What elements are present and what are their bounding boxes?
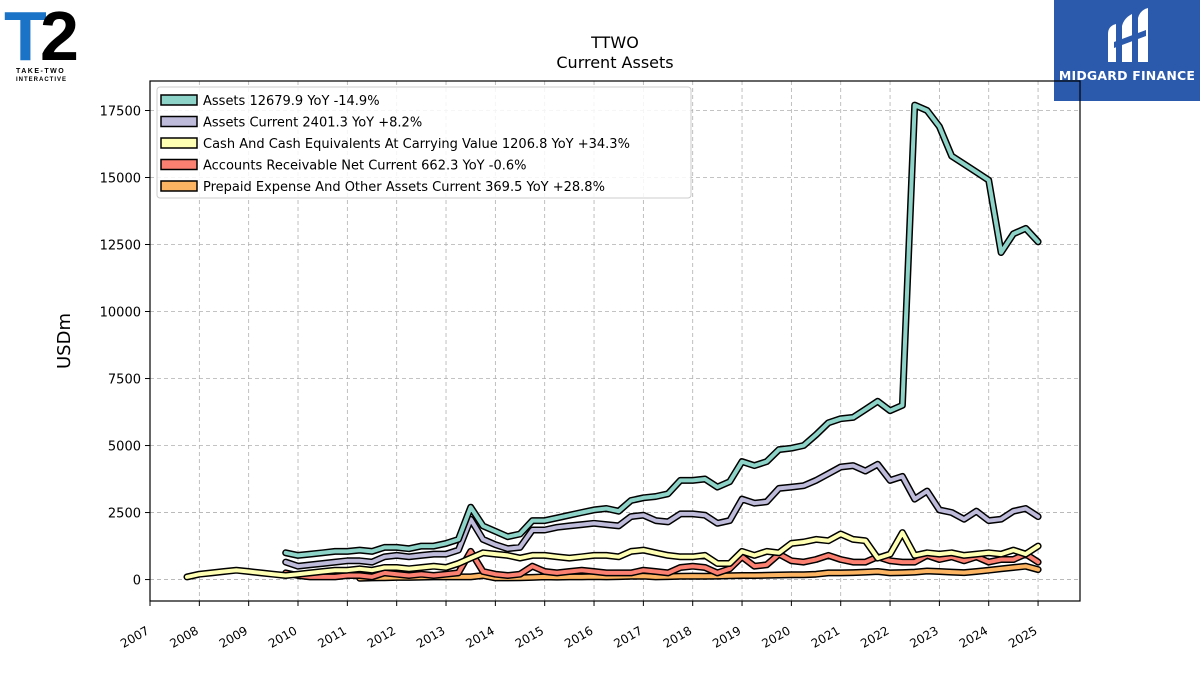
x-tick-label: 2023: [907, 623, 940, 650]
y-tick-label: 2500: [108, 507, 141, 522]
y-tick-label: 5000: [108, 440, 141, 455]
x-tick-label: 2010: [266, 623, 299, 650]
chart-subtitle: Current Assets: [556, 53, 673, 72]
y-tick-label: 0: [133, 574, 141, 589]
x-axis-ticks: 2007 2008 2009 2010 2011 2012 2013 2014 2015 2016…: [118, 601, 1040, 651]
x-tick-label: 2007: [118, 623, 151, 650]
y-tick-label: 7500: [108, 373, 141, 388]
y-tick-label: 12500: [100, 239, 141, 254]
legend-entry: Prepaid Expense And Other Assets Current…: [203, 180, 605, 195]
y-tick-label: 15000: [100, 171, 141, 186]
legend-entry: Cash And Cash Equivalents At Carrying Va…: [203, 137, 630, 152]
x-tick-label: 2019: [710, 623, 743, 650]
x-tick-label: 2017: [611, 623, 644, 650]
x-tick-label: 2020: [759, 623, 792, 650]
legend: Assets 12679.9 YoY -14.9% Assets Current …: [157, 87, 691, 198]
legend-swatch: [161, 95, 197, 105]
chart-title: TTWO: [590, 33, 639, 52]
x-tick-label: 2015: [513, 623, 546, 650]
x-tick-label: 2008: [167, 623, 200, 650]
x-tick-label: 2021: [809, 623, 842, 650]
legend-swatch: [161, 160, 197, 170]
x-tick-label: 2025: [1006, 623, 1039, 650]
legend-entry: Accounts Receivable Net Current 662.3 Yo…: [203, 159, 526, 174]
x-tick-label: 2022: [858, 623, 891, 650]
legend-swatch: [161, 181, 197, 191]
y-tick-label: 17500: [100, 104, 141, 119]
legend-entry: Assets Current 2401.3 YoY +8.2%: [203, 116, 422, 131]
legend-swatch: [161, 117, 197, 127]
y-axis-label: USDm: [54, 313, 75, 369]
x-tick-label: 2009: [217, 623, 250, 650]
legend-entry: Assets 12679.9 YoY -14.9%: [203, 94, 380, 109]
y-tick-label: 10000: [100, 306, 141, 321]
x-tick-label: 2018: [661, 623, 694, 650]
x-tick-label: 2013: [414, 623, 447, 650]
x-tick-label: 2014: [463, 623, 496, 650]
legend-swatch: [161, 138, 197, 148]
y-axis-ticks: 0 2500 5000 7500 10000 12500 15000 17500: [100, 104, 150, 588]
x-tick-label: 2012: [365, 623, 398, 650]
chart-canvas: TTWO Current Assets 0 2500 5000 7500 10000 12…: [0, 0, 1200, 675]
x-tick-label: 2011: [315, 623, 348, 650]
x-tick-label: 2024: [957, 623, 990, 650]
x-tick-label: 2016: [562, 623, 595, 650]
